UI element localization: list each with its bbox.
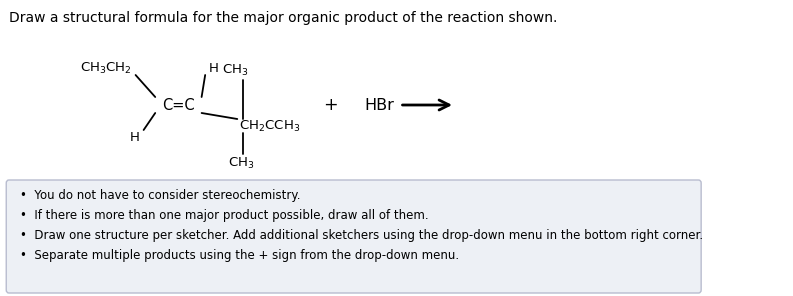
Text: $\mathregular{CH_2CCH_3}$: $\mathregular{CH_2CCH_3}$ [239, 118, 301, 133]
Text: +: + [323, 96, 337, 114]
Text: C=C: C=C [162, 97, 195, 112]
FancyBboxPatch shape [6, 180, 701, 293]
Text: •  Separate multiple products using the + sign from the drop-down menu.: • Separate multiple products using the +… [20, 249, 458, 262]
Text: $\mathregular{CH_3}$: $\mathregular{CH_3}$ [222, 63, 249, 78]
Text: •  If there is more than one major product possible, draw all of them.: • If there is more than one major produc… [20, 209, 428, 222]
Text: $\mathregular{CH_3}$: $\mathregular{CH_3}$ [228, 156, 254, 171]
Text: •  You do not have to consider stereochemistry.: • You do not have to consider stereochem… [20, 189, 300, 202]
Text: H: H [209, 62, 219, 75]
Text: •  Draw one structure per sketcher. Add additional sketchers using the drop-down: • Draw one structure per sketcher. Add a… [20, 229, 703, 242]
Text: H: H [129, 131, 139, 144]
Text: Draw a structural formula for the major organic product of the reaction shown.: Draw a structural formula for the major … [9, 11, 557, 25]
Text: HBr: HBr [364, 97, 394, 112]
Text: $\mathregular{CH_3CH_2}$: $\mathregular{CH_3CH_2}$ [80, 60, 132, 75]
